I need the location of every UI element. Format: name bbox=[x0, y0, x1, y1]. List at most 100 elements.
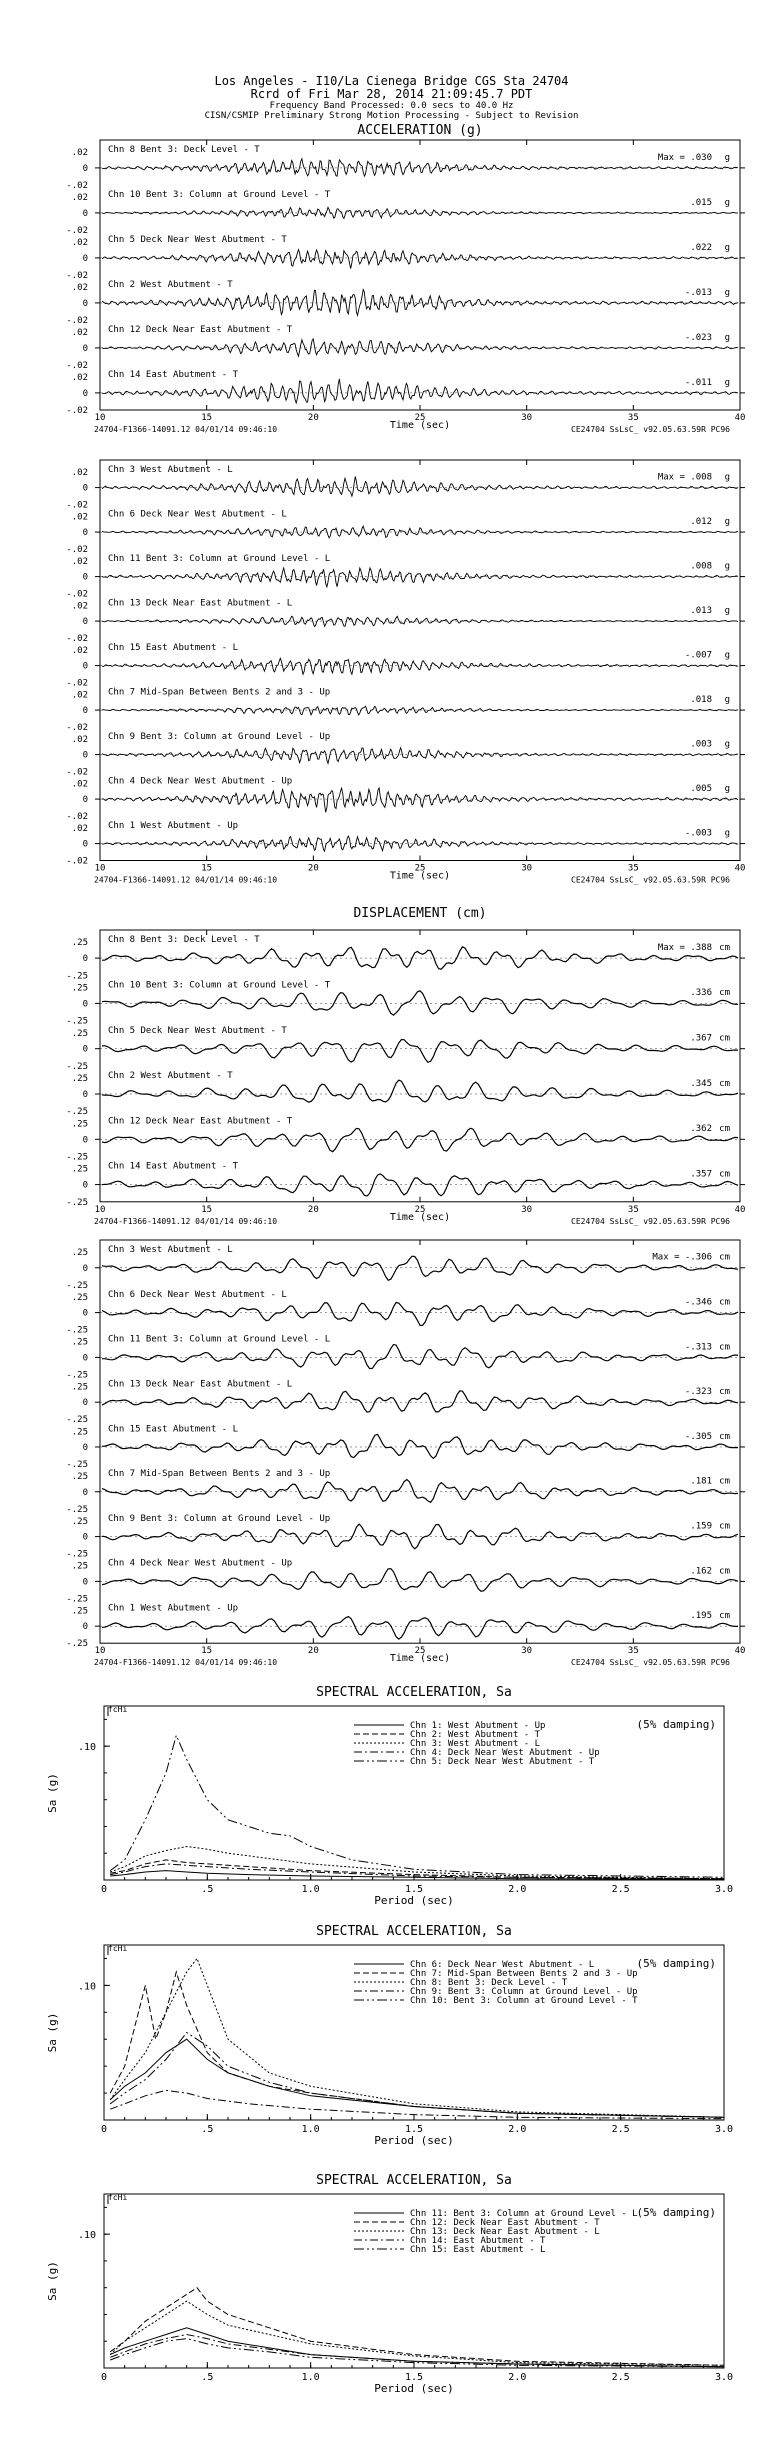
waveform bbox=[101, 1127, 739, 1153]
channel-trace: Chn 11 Bent 3: Column at Ground Level - … bbox=[66, 554, 745, 600]
channel-trace: Chn 15 East Abutment - L -.305 cm .25 0 -.25 bbox=[66, 1424, 745, 1470]
legend-entry: Chn 3: West Abutment - L bbox=[410, 1739, 540, 1749]
y-tick-label: -.02 bbox=[66, 857, 88, 867]
x-tick-label: 20 bbox=[308, 413, 319, 423]
channel-max: .015 bbox=[690, 198, 712, 208]
spectral-curve bbox=[109, 1970, 725, 2118]
y-tick-label: 0 bbox=[83, 1045, 88, 1055]
channel-unit: g bbox=[725, 517, 730, 527]
channel-unit: cm bbox=[719, 1298, 730, 1308]
y-tick-label: .25 bbox=[72, 1074, 88, 1084]
waveform bbox=[101, 337, 739, 358]
legend-entry: Chn 14: East Abutment - T bbox=[410, 2236, 546, 2246]
channel-max: .367 bbox=[690, 1034, 712, 1044]
x-tick-label: 20 bbox=[308, 864, 319, 874]
channel-label: Chn 3 West Abutment - L bbox=[108, 465, 233, 475]
y-tick-label: -.25 bbox=[66, 1281, 88, 1291]
y-tick-label: -.02 bbox=[66, 226, 88, 236]
legend-entry: Chn 13: Deck Near East Abutment - L bbox=[410, 2227, 600, 2237]
channel-label: Chn 9 Bent 3: Column at Ground Level - U… bbox=[108, 1514, 330, 1524]
channel-max: .362 bbox=[690, 1124, 712, 1134]
processing-note: CISN/CSMIP Preliminary Strong Motion Pro… bbox=[204, 111, 579, 121]
x-tick-label: 30 bbox=[521, 1205, 532, 1215]
y-tick-label: -.02 bbox=[66, 679, 88, 689]
y-tick-label: .25 bbox=[72, 1119, 88, 1129]
y-tick-label: -.02 bbox=[66, 181, 88, 191]
y-tick-label: .25 bbox=[72, 984, 88, 994]
channel-unit: cm bbox=[719, 1034, 730, 1044]
spectral-panel-6: SPECTRAL ACCELERATION, Sa fcHi (5% damping… bbox=[46, 2173, 733, 2395]
channel-max: -.003 bbox=[685, 829, 712, 839]
legend-entry: Chn 15: East Abutment - L bbox=[410, 2245, 545, 2255]
x-tick-label: 10 bbox=[95, 1205, 106, 1215]
x-tick-label: 2.5 bbox=[612, 2124, 630, 2135]
channel-trace: Chn 8 Bent 3: Deck Level - T Max = .030 g.… bbox=[66, 145, 745, 191]
x-axis-label: Period (sec) bbox=[374, 2382, 453, 2395]
waveform bbox=[102, 378, 739, 405]
damping-label: (5% damping) bbox=[637, 1718, 716, 1731]
waveform bbox=[101, 1390, 739, 1413]
channel-trace: Chn 13 Deck Near East Abutment - L -.323 c… bbox=[66, 1379, 745, 1425]
waveform bbox=[101, 206, 739, 220]
channel-max: -.323 bbox=[685, 1387, 712, 1397]
y-tick-label: -.25 bbox=[66, 1415, 88, 1425]
channel-max: Max = .008 bbox=[658, 473, 712, 483]
x-tick-label: 40 bbox=[735, 864, 746, 874]
waveform bbox=[101, 1433, 739, 1460]
y-tick-label: -.25 bbox=[66, 1153, 88, 1163]
x-tick-label: 30 bbox=[521, 413, 532, 423]
y-tick-label: 0 bbox=[83, 299, 88, 309]
channel-unit: cm bbox=[719, 1432, 730, 1442]
legend-entry: Chn 2: West Abutment - T bbox=[410, 1730, 541, 1740]
y-axis-label: Sa (g) bbox=[46, 2013, 59, 2053]
x-tick-label: 15 bbox=[201, 1646, 212, 1656]
waveform bbox=[101, 615, 739, 628]
y-tick-label: .25 bbox=[72, 938, 88, 948]
waveform bbox=[101, 705, 739, 717]
channel-trace: Chn 7 Mid-Span Between Bents 2 and 3 - U… bbox=[66, 688, 745, 733]
x-tick-label: 35 bbox=[628, 1646, 639, 1656]
footer-left: 24704-F1366-14091.12 04/01/14 09:46:10 bbox=[94, 1217, 277, 1226]
y-tick-label: .25 bbox=[72, 1293, 88, 1303]
y-tick-label: .25 bbox=[72, 1338, 88, 1348]
spectral-curve bbox=[109, 2287, 725, 2366]
x-tick-label: 40 bbox=[735, 413, 746, 423]
channel-label: Chn 2 West Abutment - T bbox=[108, 1071, 233, 1081]
x-tick-label: 15 bbox=[201, 864, 212, 874]
y-tick-label: .25 bbox=[72, 1165, 88, 1175]
y-tick-label: 0 bbox=[83, 795, 88, 805]
channel-max: .181 bbox=[690, 1477, 712, 1487]
channel-trace: Chn 3 West Abutment - L Max = -.306 cm .25 0… bbox=[66, 1245, 745, 1291]
legend-entry: Chn 5: Deck Near West Abutment - T bbox=[410, 1757, 595, 1767]
channel-unit: cm bbox=[719, 943, 730, 953]
y-tick-label: 0 bbox=[83, 1443, 88, 1453]
waveform bbox=[101, 1568, 739, 1592]
channel-label: Chn 7 Mid-Span Between Bents 2 and 3 - U… bbox=[108, 1469, 330, 1479]
x-tick-label: .5 bbox=[201, 1884, 213, 1895]
channel-label: Chn 13 Deck Near East Abutment - L bbox=[108, 1379, 292, 1389]
channel-max: -.313 bbox=[685, 1342, 712, 1352]
fchi-marker-label: fcHi bbox=[108, 1944, 127, 1953]
channel-max: .159 bbox=[690, 1522, 712, 1532]
y-tick-label: 0 bbox=[83, 999, 88, 1009]
y-tick-label: .25 bbox=[72, 1517, 88, 1527]
channel-label: Chn 14 East Abutment - T bbox=[108, 1162, 239, 1172]
y-tick-label: .25 bbox=[72, 1382, 88, 1392]
channel-unit: g bbox=[725, 606, 730, 616]
channel-trace: Chn 5 Deck Near West Abutment - T .022 g .0… bbox=[66, 235, 745, 281]
channel-max: -.011 bbox=[685, 378, 712, 388]
channel-trace: Chn 10 Bent 3: Column at Ground Level - … bbox=[66, 981, 745, 1027]
y-tick-label: 0 bbox=[83, 954, 88, 964]
channel-max: -.305 bbox=[685, 1432, 712, 1442]
channel-trace: Chn 10 Bent 3: Column at Ground Level - … bbox=[66, 190, 745, 236]
x-tick-label: .5 bbox=[201, 2124, 213, 2135]
channel-label: Chn 3 West Abutment - L bbox=[108, 1245, 233, 1255]
y-tick-label: -.02 bbox=[66, 545, 88, 555]
spectral-curve bbox=[109, 2300, 725, 2366]
y-tick-label: 0 bbox=[83, 1398, 88, 1408]
y-tick-label: 0 bbox=[83, 484, 88, 494]
x-tick-label: 20 bbox=[308, 1205, 319, 1215]
channel-unit: g bbox=[725, 829, 730, 839]
channel-unit: cm bbox=[719, 1342, 730, 1352]
x-tick-label: 3.0 bbox=[715, 1884, 733, 1895]
